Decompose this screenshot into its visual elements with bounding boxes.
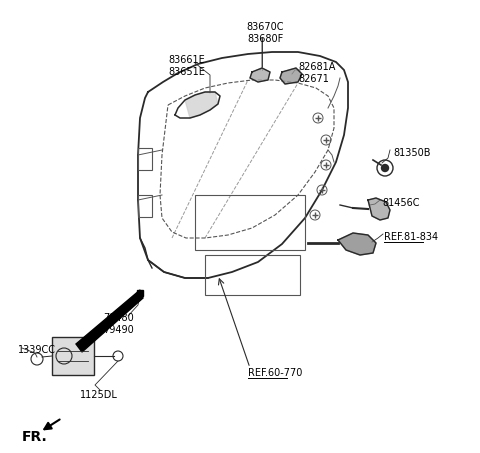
Polygon shape: [76, 290, 143, 352]
Bar: [138, 148, 152, 170]
Text: 83670C
83680F: 83670C 83680F: [246, 22, 284, 43]
Polygon shape: [185, 92, 218, 118]
Text: 82681A
82671: 82681A 82671: [298, 62, 336, 84]
Text: 1125DL: 1125DL: [80, 390, 118, 400]
Polygon shape: [338, 233, 376, 255]
Text: 81350B: 81350B: [393, 148, 431, 158]
Text: REF.60-770: REF.60-770: [248, 368, 302, 378]
Text: FR.: FR.: [22, 430, 48, 444]
Text: REF.81-834: REF.81-834: [384, 232, 438, 242]
Polygon shape: [250, 68, 270, 82]
Text: 81456C: 81456C: [382, 198, 420, 208]
Circle shape: [382, 164, 388, 172]
Bar: [195, 195, 305, 250]
Bar: [52, 337, 94, 375]
Text: 79480
79490: 79480 79490: [103, 313, 134, 335]
Bar: [205, 255, 300, 295]
Polygon shape: [368, 198, 390, 220]
Polygon shape: [280, 68, 302, 84]
Bar: [138, 195, 152, 217]
Text: 1339CC: 1339CC: [18, 345, 56, 355]
Text: 83661E
83651E: 83661E 83651E: [168, 55, 205, 77]
